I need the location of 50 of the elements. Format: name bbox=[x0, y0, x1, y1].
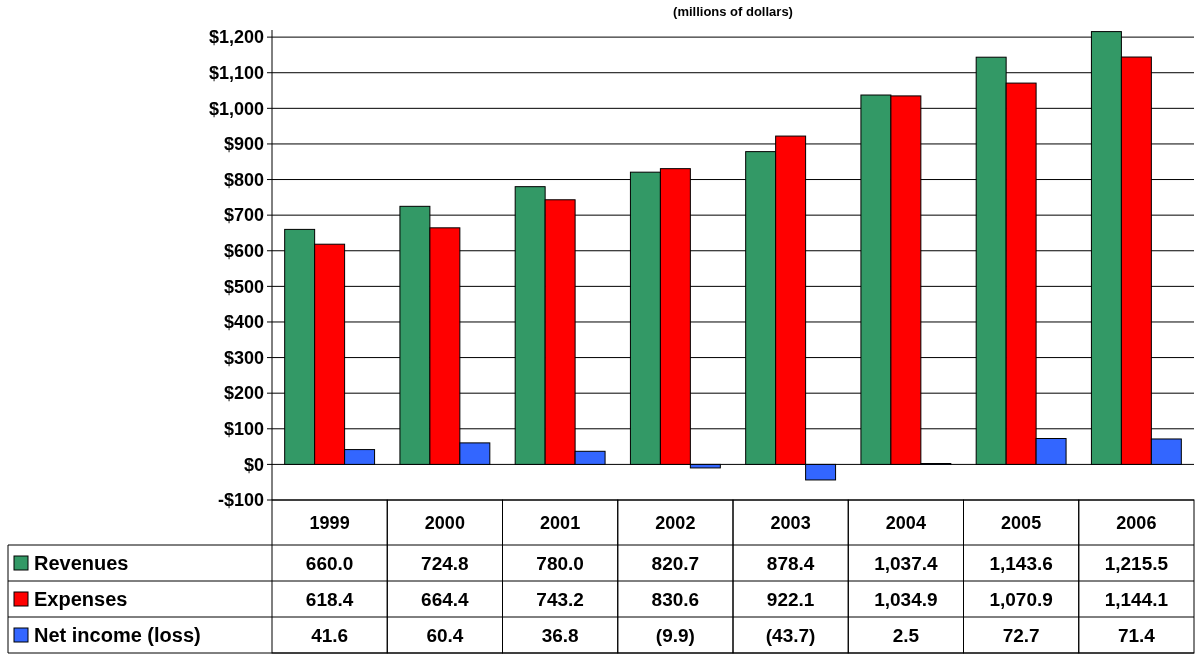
data-label: 618.4 bbox=[305, 588, 354, 610]
data-label: 724.8 bbox=[421, 552, 469, 574]
x-tick-label: 2000 bbox=[424, 512, 465, 533]
y-tick-label: $100 bbox=[223, 419, 264, 440]
data-label: 1,215.5 bbox=[1104, 552, 1169, 574]
x-tick-label: 1999 bbox=[309, 512, 350, 533]
y-tick-label: $900 bbox=[223, 134, 264, 155]
legend-label: Net income (loss) bbox=[34, 624, 201, 646]
chart-title: (millions of dollars) bbox=[673, 4, 793, 19]
y-tick-label: $300 bbox=[223, 347, 264, 368]
y-tick-label: -$100 bbox=[217, 490, 264, 511]
y-tick-label: $500 bbox=[223, 276, 264, 297]
x-tick-label: 2001 bbox=[540, 512, 581, 533]
data-label: 780.0 bbox=[536, 552, 584, 574]
data-label: 72.7 bbox=[1002, 624, 1040, 646]
legend-label: Revenues bbox=[34, 552, 129, 574]
y-tick-label: $200 bbox=[223, 383, 264, 404]
data-label: 1,144.1 bbox=[1104, 588, 1169, 610]
data-label: 664.4 bbox=[421, 588, 470, 610]
data-label: (43.7) bbox=[765, 624, 816, 646]
data-label: 922.1 bbox=[766, 588, 815, 610]
data-label: (9.9) bbox=[655, 624, 695, 646]
data-label: 1,070.9 bbox=[989, 588, 1053, 610]
x-tick-label: 2006 bbox=[1116, 512, 1157, 533]
y-tick-label: $600 bbox=[223, 241, 264, 262]
x-tick-label: 2002 bbox=[655, 512, 696, 533]
data-label: 2.5 bbox=[892, 624, 920, 646]
y-tick-label: $400 bbox=[223, 312, 264, 333]
x-tick-label: 2005 bbox=[1001, 512, 1042, 533]
data-label: 830.6 bbox=[651, 588, 700, 610]
data-label: 743.2 bbox=[536, 588, 584, 610]
data-label: 660.0 bbox=[305, 552, 354, 574]
y-tick-label: $0 bbox=[243, 454, 264, 475]
y-tick-label: $700 bbox=[223, 205, 264, 226]
data-label: 878.4 bbox=[766, 552, 815, 574]
y-tick-label: $1,200 bbox=[208, 27, 264, 48]
legend-label: Expenses bbox=[34, 588, 128, 610]
x-tick-label: 2004 bbox=[885, 512, 926, 533]
data-label: 71.4 bbox=[1117, 624, 1156, 646]
data-label: 36.8 bbox=[541, 624, 579, 646]
y-tick-label: $1,100 bbox=[208, 63, 264, 84]
data-label: 1,037.4 bbox=[874, 552, 938, 574]
y-tick-label: $800 bbox=[223, 169, 264, 190]
data-label: 60.4 bbox=[426, 624, 464, 646]
data-label: 820.7 bbox=[651, 552, 700, 574]
data-label: 41.6 bbox=[311, 624, 349, 646]
y-tick-label: $1,000 bbox=[208, 98, 264, 119]
data-label: 1,143.6 bbox=[989, 552, 1053, 574]
x-tick-label: 2003 bbox=[770, 512, 811, 533]
data-label: 1,034.9 bbox=[874, 588, 938, 610]
